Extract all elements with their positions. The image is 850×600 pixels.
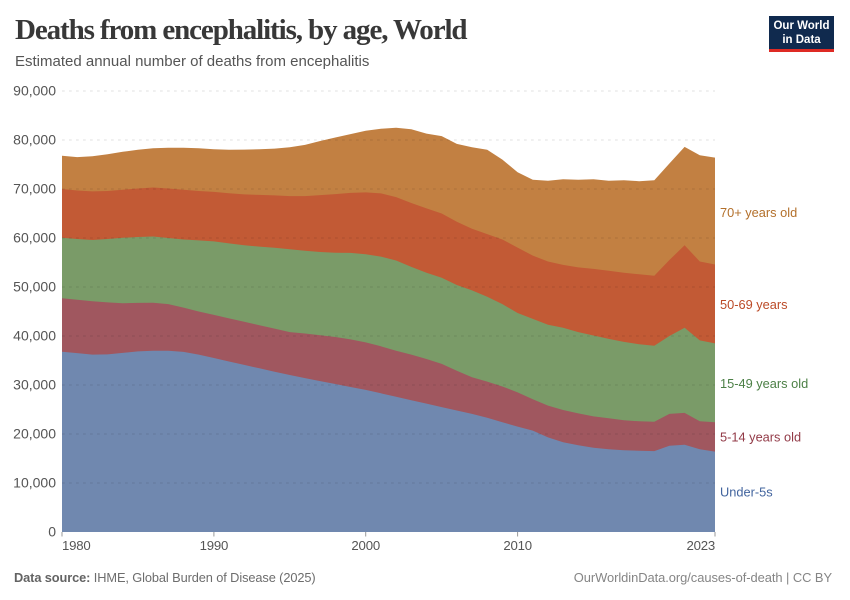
svg-text:1990: 1990: [200, 538, 229, 553]
svg-text:90,000: 90,000: [13, 83, 56, 99]
svg-text:60,000: 60,000: [13, 230, 56, 246]
svg-text:5-14 years old: 5-14 years old: [720, 429, 801, 444]
svg-text:15-49 years old: 15-49 years old: [720, 376, 808, 391]
svg-text:2000: 2000: [351, 538, 380, 553]
svg-text:2023: 2023: [686, 538, 715, 553]
svg-text:40,000: 40,000: [13, 328, 56, 344]
svg-text:Under-5s: Under-5s: [720, 484, 773, 499]
svg-text:30,000: 30,000: [13, 377, 56, 393]
svg-text:1980: 1980: [62, 538, 91, 553]
svg-text:0: 0: [48, 524, 56, 540]
svg-text:70+ years old: 70+ years old: [720, 205, 797, 220]
svg-text:50,000: 50,000: [13, 279, 56, 295]
svg-text:10,000: 10,000: [13, 475, 56, 491]
svg-text:70,000: 70,000: [13, 181, 56, 197]
svg-text:2010: 2010: [503, 538, 532, 553]
svg-text:50-69 years: 50-69 years: [720, 297, 788, 312]
svg-text:80,000: 80,000: [13, 132, 56, 148]
svg-text:20,000: 20,000: [13, 426, 56, 442]
